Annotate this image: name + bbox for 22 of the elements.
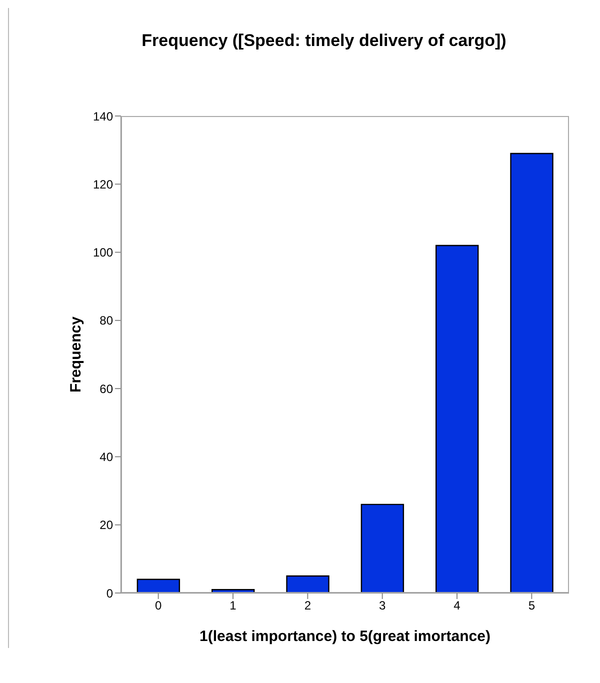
y-tick-label: 0 <box>106 586 114 600</box>
y-tick-label: 20 <box>100 518 114 532</box>
y-tick-label: 120 <box>92 177 114 192</box>
y-tick-label: 140 <box>92 109 114 124</box>
x-tick-label: 0 <box>154 598 162 613</box>
bar <box>286 575 330 593</box>
x-axis-title: 1(least importance) to 5(great imortance) <box>200 628 490 645</box>
x-tick-label: 2 <box>304 598 312 613</box>
y-tick-label: 80 <box>100 314 114 328</box>
x-tick-label: 4 <box>454 598 461 613</box>
x-tick-label: 5 <box>528 598 536 613</box>
x-tick-label: 3 <box>378 598 386 613</box>
bar <box>136 578 180 593</box>
y-tick-label: 100 <box>92 246 114 260</box>
bar <box>510 152 554 593</box>
y-tick-label: 40 <box>100 450 114 464</box>
chart-title: Frequency ([Speed: timely delivery of cargo]) <box>140 30 508 51</box>
bar <box>435 244 479 593</box>
x-tick-label: 1 <box>230 598 237 613</box>
bar <box>360 504 404 593</box>
y-axis-title: Frequency <box>67 316 84 392</box>
y-tick-label: 60 <box>100 382 114 396</box>
